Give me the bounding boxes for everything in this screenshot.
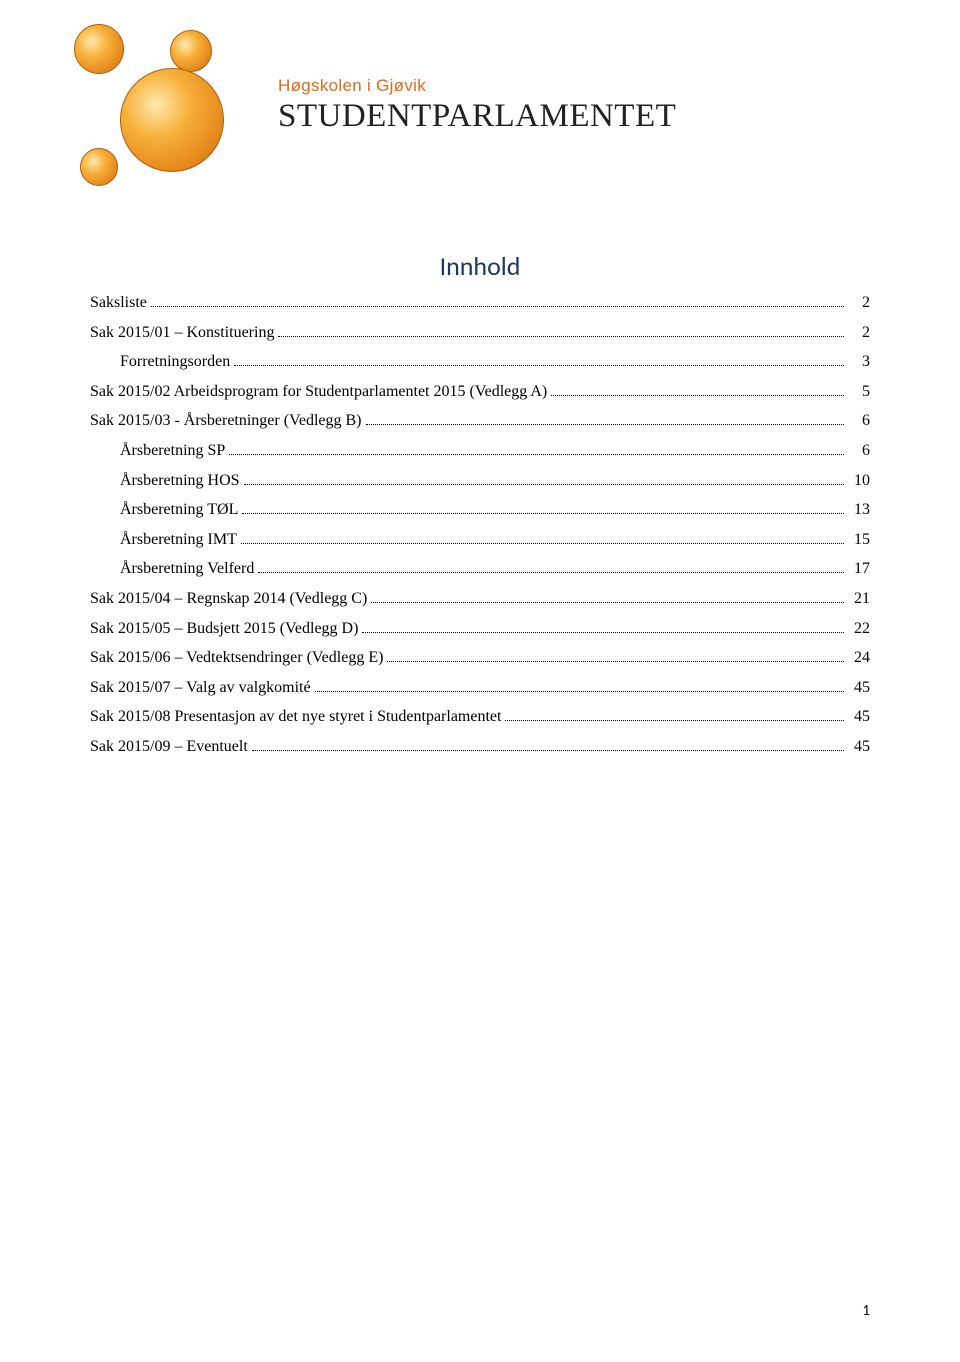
toc-leader-dots	[387, 661, 844, 662]
toc-entry-label: Forretningsorden	[120, 351, 230, 373]
toc-leader-dots	[241, 543, 844, 544]
toc-entry[interactable]: Sak 2015/02 Arbeidsprogram for Studentpa…	[90, 381, 870, 403]
toc-entry-page: 2	[848, 292, 870, 314]
toc-leader-dots	[505, 720, 844, 721]
toc-entry-page: 5	[848, 381, 870, 403]
toc-entry-label: Årsberetning SP	[120, 440, 225, 462]
toc-entry-label: Sak 2015/09 – Eventuelt	[90, 736, 248, 758]
toc-leader-dots	[242, 513, 844, 514]
toc-entry[interactable]: Sak 2015/06 – Vedtektsendringer (Vedlegg…	[90, 647, 870, 669]
toc-entry[interactable]: Årsberetning IMT 15	[90, 529, 870, 551]
logo-circle-icon	[74, 24, 124, 74]
logo-subtitle: Høgskolen i Gjøvik	[278, 76, 676, 96]
toc-entry-label: Sak 2015/06 – Vedtektsendringer (Vedlegg…	[90, 647, 383, 669]
toc-leader-dots	[229, 454, 844, 455]
toc-leader-dots	[151, 306, 844, 307]
toc-entry-page: 6	[848, 440, 870, 462]
toc-entry-label: Sak 2015/05 – Budsjett 2015 (Vedlegg D)	[90, 618, 358, 640]
toc-leader-dots	[551, 395, 844, 396]
toc-entry-page: 17	[848, 558, 870, 580]
toc-entry[interactable]: Sak 2015/08 Presentasjon av det nye styr…	[90, 706, 870, 728]
toc-leader-dots	[278, 336, 844, 337]
toc-entry-label: Sak 2015/07 – Valg av valgkomité	[90, 677, 311, 699]
toc-entry[interactable]: Sak 2015/09 – Eventuelt 45	[90, 736, 870, 758]
toc-entry-page: 45	[848, 706, 870, 728]
toc-leader-dots	[258, 572, 844, 573]
toc-entry-label: Årsberetning IMT	[120, 529, 237, 551]
toc-entry-label: Sak 2015/02 Arbeidsprogram for Studentpa…	[90, 381, 547, 403]
toc-entry[interactable]: Sak 2015/03 - Årsberetninger (Vedlegg B)…	[90, 410, 870, 432]
logo-circle-icon	[80, 148, 118, 186]
toc-leader-dots	[244, 484, 844, 485]
toc-entry-label: Årsberetning Velferd	[120, 558, 254, 580]
toc-leader-dots	[252, 750, 844, 751]
table-of-contents: Saksliste 2 Sak 2015/01 – Konstituering 2 Fo…	[90, 292, 870, 758]
page-number: 1	[862, 1302, 870, 1320]
toc-heading: Innhold	[90, 250, 870, 282]
toc-entry[interactable]: Forretningsorden 3	[90, 351, 870, 373]
toc-entry-page: 21	[848, 588, 870, 610]
logo-circle-icon	[120, 68, 224, 172]
toc-entry-page: 24	[848, 647, 870, 669]
toc-entry-label: Sak 2015/03 - Årsberetninger (Vedlegg B)	[90, 410, 362, 432]
toc-entry-page: 6	[848, 410, 870, 432]
toc-entry-page: 10	[848, 470, 870, 492]
logo-circle-icon	[170, 30, 212, 72]
toc-entry[interactable]: Saksliste 2	[90, 292, 870, 314]
toc-entry[interactable]: Årsberetning SP 6	[90, 440, 870, 462]
toc-leader-dots	[362, 632, 844, 633]
toc-leader-dots	[366, 424, 845, 425]
toc-entry[interactable]: Sak 2015/07 – Valg av valgkomité 45	[90, 677, 870, 699]
toc-entry-label: Saksliste	[90, 292, 147, 314]
toc-entry[interactable]: Årsberetning Velferd 17	[90, 558, 870, 580]
toc-entry-label: Årsberetning HOS	[120, 470, 240, 492]
toc-entry-page: 45	[848, 736, 870, 758]
logo-title: STUDENTPARLAMENTET	[278, 98, 676, 135]
toc-entry-page: 13	[848, 499, 870, 521]
toc-entry-label: Årsberetning TØL	[120, 499, 238, 521]
toc-entry-label: Sak 2015/04 – Regnskap 2014 (Vedlegg C)	[90, 588, 367, 610]
toc-entry-page: 15	[848, 529, 870, 551]
toc-entry-label: Sak 2015/08 Presentasjon av det nye styr…	[90, 706, 501, 728]
toc-entry-label: Sak 2015/01 – Konstituering	[90, 322, 274, 344]
toc-entry[interactable]: Sak 2015/04 – Regnskap 2014 (Vedlegg C) 2…	[90, 588, 870, 610]
toc-entry[interactable]: Sak 2015/05 – Budsjett 2015 (Vedlegg D) 2…	[90, 618, 870, 640]
logo-graphic	[60, 20, 250, 190]
toc-entry-page: 3	[848, 351, 870, 373]
toc-leader-dots	[371, 602, 844, 603]
toc-entry-page: 2	[848, 322, 870, 344]
document-page: Høgskolen i Gjøvik STUDENTPARLAMENTET In…	[0, 0, 960, 758]
toc-leader-dots	[315, 691, 844, 692]
toc-leader-dots	[234, 365, 844, 366]
header-logo: Høgskolen i Gjøvik STUDENTPARLAMENTET	[60, 20, 870, 190]
toc-entry-page: 45	[848, 677, 870, 699]
toc-entry[interactable]: Sak 2015/01 – Konstituering 2	[90, 322, 870, 344]
toc-entry[interactable]: Årsberetning TØL 13	[90, 499, 870, 521]
logo-text-block: Høgskolen i Gjøvik STUDENTPARLAMENTET	[278, 76, 676, 135]
toc-entry-page: 22	[848, 618, 870, 640]
toc-entry[interactable]: Årsberetning HOS 10	[90, 470, 870, 492]
